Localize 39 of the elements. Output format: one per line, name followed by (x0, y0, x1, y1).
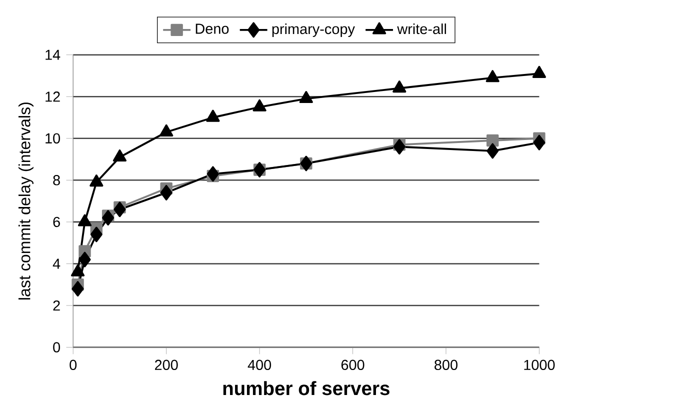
point (299, 90, 313, 103)
y-axis-title: last commit delay (intervals) (18, 102, 34, 300)
y-tick-label: 14 (46, 50, 60, 60)
point (114, 202, 126, 218)
x-tick-label: 800 (434, 360, 458, 370)
point (72, 281, 84, 296)
legend-label: write-all (397, 23, 446, 34)
y-tick-label: 0 (53, 342, 60, 352)
y-tick-label: 2 (53, 300, 60, 311)
point (160, 184, 172, 200)
point (252, 99, 266, 112)
point (160, 124, 174, 136)
y-tick-label: 10 (46, 133, 60, 144)
point (486, 143, 499, 159)
point (532, 66, 546, 78)
point (392, 80, 406, 93)
x-axis-title: number of servers (223, 381, 390, 396)
point (393, 138, 406, 154)
y-tick-label: 12 (46, 92, 60, 102)
y-tick-label: 4 (52, 258, 60, 269)
point (90, 226, 102, 242)
y-tick-label: 6 (53, 216, 60, 228)
point (112, 149, 127, 162)
point (486, 134, 499, 147)
y-tick-label: 8 (53, 175, 60, 186)
legend-label: Deno (196, 24, 229, 34)
legend-label: primary-copy (272, 23, 355, 37)
point (533, 134, 546, 150)
point (78, 252, 91, 268)
point (90, 174, 104, 187)
x-tick-label: 600 (341, 360, 364, 370)
x-tick-label: 1000 (524, 360, 555, 370)
point (486, 70, 500, 82)
x-tick-label: 400 (248, 360, 272, 370)
point (102, 210, 114, 226)
point (206, 110, 220, 122)
x-tick-label: 200 (155, 360, 178, 370)
point (206, 166, 219, 182)
x-tick-label: 0 (70, 360, 77, 370)
